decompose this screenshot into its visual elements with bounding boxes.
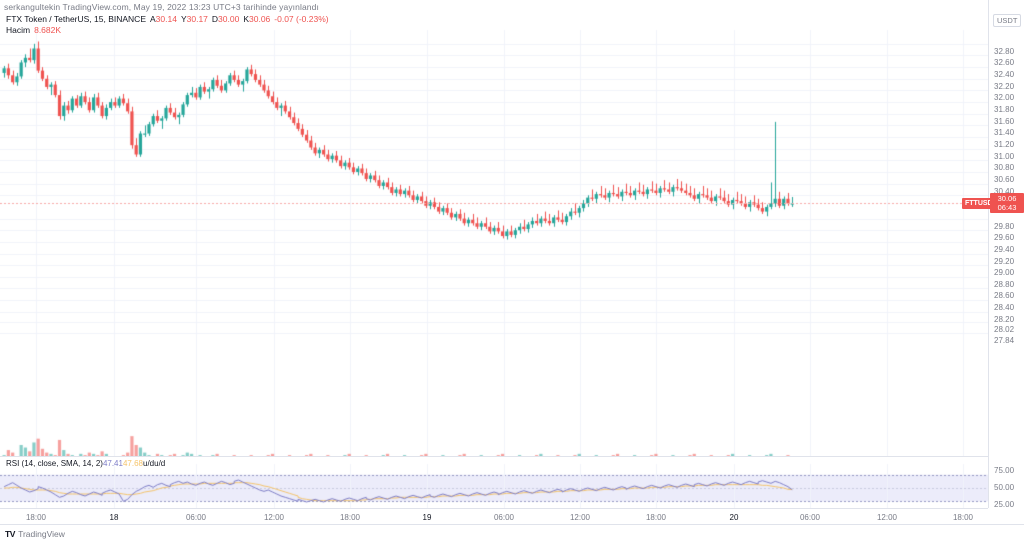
time-axis-tick: 19 [422, 513, 432, 522]
rsi-pane[interactable] [0, 456, 988, 508]
price-axis-tick: 29.60 [994, 233, 1015, 243]
price-axis-tick: 28.02 [994, 325, 1015, 335]
time-axis-tick: 06:00 [493, 513, 515, 522]
price-axis-tick: 28.80 [994, 279, 1015, 289]
legend-open-label: A [150, 14, 156, 24]
current-price-tag: 30.06 06:43 [990, 193, 1024, 214]
price-axis-tick: 29.00 [994, 268, 1015, 278]
rsi-canvas[interactable] [0, 456, 988, 508]
time-axis-tick: 12:00 [263, 513, 285, 522]
rsi-flag-2: u/d [154, 459, 166, 468]
tradingview-mark-icon: TV [5, 529, 16, 539]
chart-legend: FTX Token / TetherUS, 15, BINANCE A30.14 Y… [6, 14, 329, 35]
price-axis-tick: 30.80 [994, 163, 1015, 173]
time-axis[interactable]: 18:00 18 06:00 12:00 18:00 19 06:00 12:00 18:00 2… [0, 508, 988, 525]
footer-bar: TV TradingView [0, 524, 1024, 543]
price-axis-tick: 31.00 [994, 151, 1015, 161]
publish-info: serkangultekin TradingView.com, May 19, … [4, 2, 319, 12]
price-axis-tick: 31.80 [994, 105, 1015, 115]
time-axis-tick: 12:00 [876, 513, 898, 522]
price-axis[interactable]: 32.80 32.60 32.40 32.20 32.00 31.80 31.60 31.40… [988, 8, 1024, 508]
price-axis-tick: 29.20 [994, 256, 1015, 266]
price-axis-tick: 29.80 [994, 221, 1015, 231]
price-axis-tick: 29.40 [994, 244, 1015, 254]
legend-open-value: 30.14 [155, 14, 177, 24]
rsi-legend: RSI (14, close, SMA, 14, 2)47.4147.68u/d… [6, 459, 165, 468]
axis-separator [988, 0, 989, 508]
rsi-axis-tick: 75.00 [994, 466, 1015, 476]
price-axis-tick: 28.60 [994, 291, 1015, 301]
time-axis-tick: 06:00 [799, 513, 821, 522]
legend-volume-value: 8.682K [34, 25, 62, 35]
symbol-price-tag: FTTUSDT [962, 198, 1000, 210]
current-price-time: 06:43 [997, 203, 1017, 213]
current-price-value: 30.06 [997, 194, 1017, 204]
legend-high-value: 30.17 [186, 14, 208, 24]
time-axis-tick: 06:00 [185, 513, 207, 522]
time-axis-tick: 18:00 [25, 513, 47, 522]
price-axis-tick: 31.60 [994, 116, 1015, 126]
price-axis-tick: 32.00 [994, 93, 1015, 103]
price-axis-tick: 28.40 [994, 303, 1015, 313]
legend-symbol-row: FTX Token / TetherUS, 15, BINANCE A30.14 Y… [6, 14, 329, 24]
price-axis-tick: 28.20 [994, 314, 1015, 324]
time-axis-tick: 18:00 [645, 513, 667, 522]
price-axis-tick: 31.20 [994, 140, 1015, 150]
price-axis-tick: 27.84 [994, 335, 1015, 345]
legend-volume-row: Hacim 8.682K [6, 25, 329, 35]
legend-symbol[interactable]: FTX Token / TetherUS, 15, BINANCE [6, 14, 146, 24]
time-axis-tick: 12:00 [569, 513, 591, 522]
legend-change-value: -0.07 (-0.23%) [274, 14, 329, 24]
rsi-axis-tick: 50.00 [994, 483, 1015, 492]
rsi-title[interactable]: RSI (14, close, SMA, 14, 2) [6, 459, 103, 468]
rsi-flag-1: u/d [143, 459, 155, 468]
price-pane[interactable] [0, 8, 988, 456]
time-axis-tick: 18:00 [339, 513, 361, 522]
rsi-value: 47.41 [102, 459, 123, 468]
candlestick-canvas[interactable] [0, 8, 988, 456]
price-axis-tick: 32.40 [994, 70, 1015, 80]
legend-low-label: D [211, 14, 219, 24]
legend-low-value: 30.00 [218, 14, 240, 24]
rsi-axis-tick: 25.00 [994, 499, 1015, 509]
price-axis-tick: 32.80 [994, 46, 1015, 56]
legend-volume-label: Hacim [6, 25, 31, 35]
price-unit-badge: USDT [993, 14, 1022, 27]
price-axis-tick: 30.60 [994, 174, 1015, 184]
price-axis-tick: 31.40 [994, 128, 1015, 138]
tradingview-logo[interactable]: TV TradingView [5, 529, 65, 539]
price-axis-tick: 30.40 [994, 186, 1015, 196]
price-axis-tick: 32.20 [994, 81, 1015, 91]
time-axis-tick: 18:00 [952, 513, 974, 522]
legend-close-label: K [243, 14, 249, 24]
tradingview-wordmark: TradingView [18, 529, 65, 539]
rsi-ma-value: 47.68 [122, 459, 143, 468]
legend-high-label: Y [180, 14, 187, 24]
time-axis-tick: 20 [729, 513, 739, 522]
time-axis-tick: 18 [109, 513, 119, 522]
price-axis-tick: 32.60 [994, 58, 1015, 68]
legend-close-value: 30.06 [249, 14, 271, 24]
